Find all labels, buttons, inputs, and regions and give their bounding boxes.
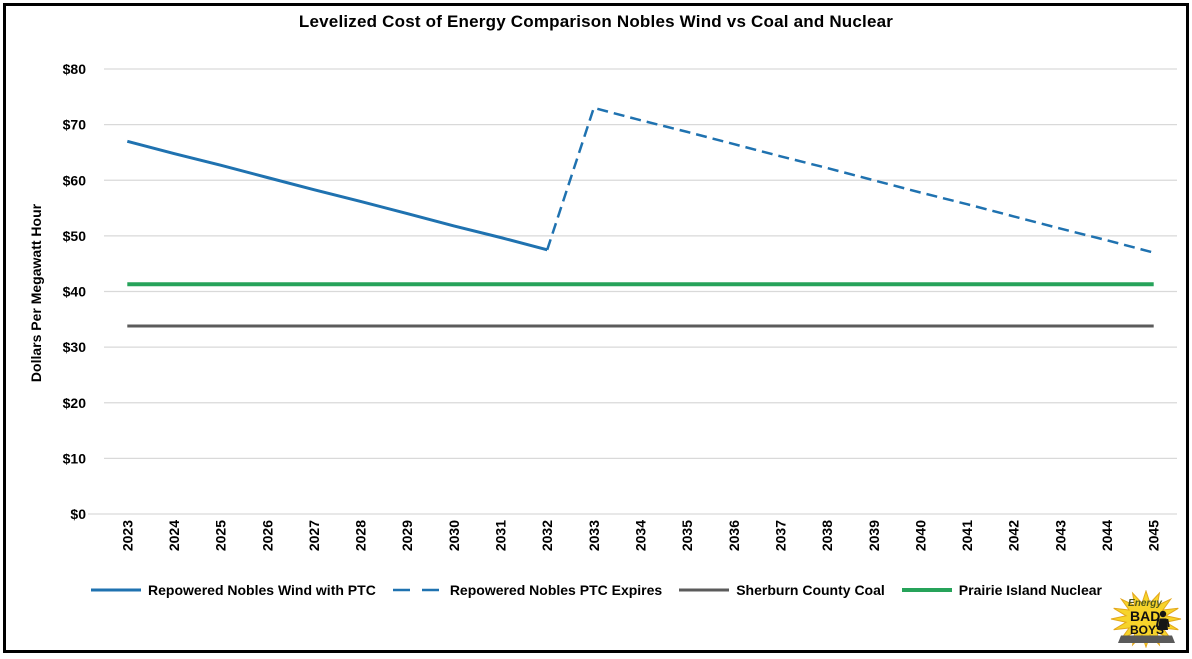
legend-label: Sherburn County Coal: [736, 582, 885, 598]
x-tick-label: 2026: [259, 520, 275, 551]
legend-swatch-repowered-nobles-wind-with-ptc: [91, 588, 142, 592]
x-tick-label: 2028: [353, 520, 369, 551]
series-line-repowered-nobles-ptc-expires: [546, 106, 1155, 254]
x-tick-label: 2043: [1052, 520, 1068, 551]
legend-item-prairie-island-nuclear: Prairie Island Nuclear: [901, 582, 1102, 598]
legend-swatch-sherburn-county-coal: [679, 588, 730, 592]
legend-swatch-repowered-nobles-ptc-expires: [392, 588, 443, 592]
chart-frame: Levelized Cost of Energy Comparison Nobl…: [3, 3, 1189, 653]
x-tick-label: 2039: [866, 520, 882, 551]
legend-item-sherburn-county-coal: Sherburn County Coal: [678, 582, 885, 598]
x-tick-label: 2035: [679, 520, 695, 551]
legend-swatch-prairie-island-nuclear: [901, 588, 952, 592]
x-tick-label: 2044: [1099, 520, 1115, 551]
y-tick-label: $30: [63, 339, 87, 355]
x-tick-label: 2038: [819, 520, 835, 551]
y-tick-label: $50: [63, 228, 87, 244]
x-tick-label: 2033: [586, 520, 602, 551]
energy-bad-boys-logo: Energy BAD BOYS: [1110, 589, 1182, 649]
y-tick-label: $0: [70, 506, 86, 522]
x-tick-label: 2041: [959, 520, 975, 551]
y-tick-label: $10: [63, 450, 87, 466]
legend-label: Prairie Island Nuclear: [958, 582, 1102, 598]
series-line-repowered-nobles-wind-with-ptc: [126, 139, 548, 252]
x-tick-label: 2034: [633, 520, 649, 551]
x-tick-label: 2036: [726, 520, 742, 551]
x-tick-label: 2030: [446, 520, 462, 551]
x-tick-label: 2045: [1146, 520, 1162, 551]
plot-area: $0 $10 $20 $30 $40 $50 $60 $70 $80 2023 2024 2025 20…: [63, 61, 1177, 551]
y-tick-label: $80: [63, 61, 87, 77]
x-tick-label: 2027: [306, 520, 322, 551]
x-tick-label: 2032: [539, 520, 555, 551]
logo-banner: [1118, 635, 1175, 643]
x-tick-label: 2031: [493, 520, 509, 551]
y-tick-label: $70: [63, 117, 87, 133]
y-tick-label: $20: [63, 395, 87, 411]
x-tick-label: 2040: [912, 520, 928, 551]
legend-item-repowered-nobles-wind-with-ptc: Repowered Nobles Wind with PTC: [90, 582, 376, 598]
logo-text-energy: Energy: [1128, 598, 1162, 609]
logo-text-boys: BOYS: [1130, 623, 1164, 637]
logo-graphic: Energy BAD BOYS: [1110, 589, 1182, 649]
y-tick-label: $60: [63, 172, 87, 188]
x-tick-label: 2029: [399, 520, 415, 551]
legend-item-repowered-nobles-ptc-expires: Repowered Nobles PTC Expires: [392, 582, 662, 598]
bad-boy-figure-icon: [1155, 610, 1170, 630]
x-tick-label: 2024: [166, 520, 182, 551]
x-tick-label: 2037: [772, 520, 788, 551]
legend-label: Repowered Nobles Wind with PTC: [148, 582, 376, 598]
legend-label: Repowered Nobles PTC Expires: [449, 582, 663, 598]
y-tick-label: $40: [63, 284, 87, 300]
chart-title: Levelized Cost of Energy Comparison Nobl…: [298, 12, 894, 31]
x-tick-label: 2025: [213, 520, 229, 551]
legend: Repowered Nobles Wind with PTC Repowered …: [6, 576, 1186, 604]
x-tick-label: 2023: [119, 520, 135, 551]
x-tick-label: 2042: [1006, 520, 1022, 551]
logo-text-bad: BAD: [1130, 608, 1160, 624]
